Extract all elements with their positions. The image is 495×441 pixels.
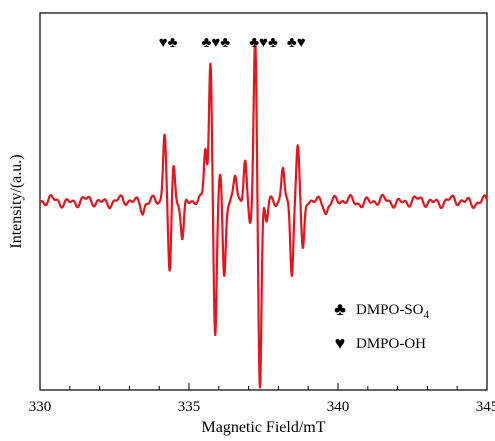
peak-marker: ♥♣ [159, 35, 178, 51]
peak-markers: ♥♣ ♣♥♣ ♣♥♣ ♣♥ [159, 35, 306, 51]
legend-label-subscript: 4 [424, 309, 430, 321]
x-tick-label: 345 [476, 399, 495, 415]
x-tick-label: 335 [178, 399, 201, 415]
x-tick-label: 340 [327, 399, 350, 415]
x-ticks: 330 335 340 345 [29, 383, 495, 415]
y-axis-title: Intensity/(a.u.) [8, 154, 25, 248]
legend-symbol: ♣ [334, 299, 346, 319]
peak-marker: ♣♥♣ [249, 35, 278, 51]
peak-marker: ♣♥ [287, 35, 306, 51]
peak-marker: ♣♥♣ [202, 35, 231, 51]
esr-signal-line [39, 38, 489, 389]
x-tick-label: 330 [29, 399, 52, 415]
legend-label: DMPO-OH [356, 336, 426, 352]
series-layer [39, 38, 489, 389]
legend-label-text: DMPO-SO [356, 302, 424, 318]
legend-label-text: DMPO-OH [356, 336, 426, 352]
legend-label: DMPO-SO4 [356, 302, 430, 321]
legend-symbol: ♥ [335, 333, 346, 353]
legend: ♣ DMPO-SO4 ♥ DMPO-OH [334, 299, 429, 353]
x-axis-title: Magnetic Field/mT [202, 419, 326, 436]
